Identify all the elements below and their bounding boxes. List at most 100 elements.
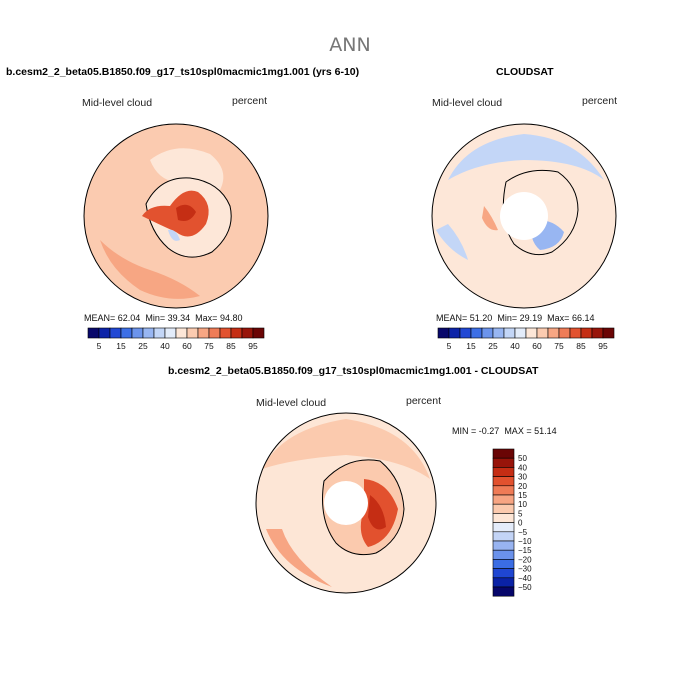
diff-colorbar-swatch [492, 586, 515, 597]
diff-colorbar-tick-label: 15 [518, 491, 527, 500]
panel-1-colorbar-swatch [230, 327, 243, 339]
panel-2-colorbar-tick-label: 75 [554, 341, 564, 351]
panel-2-contour-high [482, 206, 498, 231]
panel-2-title: CLOUDSAT [496, 66, 554, 78]
panel-2-colorbar-tick-label: 85 [576, 341, 586, 351]
panel-2-colorbar-tick-label: 40 [510, 341, 520, 351]
diff-contour-max [368, 495, 386, 530]
panel-2-colorbar-swatch [591, 327, 604, 339]
panel-2-units-label: percent [582, 95, 618, 107]
diff-colorbar-swatch [492, 540, 515, 551]
panel-1-colorbar-tick-label: 95 [248, 341, 258, 351]
panel-1-colorbar-swatch [252, 327, 265, 339]
panel-2-polar-gap [500, 192, 548, 240]
diff-colorbar-tick-label: 30 [518, 473, 527, 482]
diff-min-value: -0.27 [478, 426, 500, 436]
panel-1-colorbar-swatch [164, 327, 177, 339]
diff-colorbar-swatch [492, 531, 515, 542]
panel-2-colorbar-tick-label: 15 [466, 341, 476, 351]
panel-1-contour-max [176, 204, 196, 221]
panel-2-colorbar-swatch [470, 327, 483, 339]
panel-1-colorbar-swatch [87, 327, 100, 339]
panel-2-contour-low-west [436, 224, 468, 260]
diff-colorbar-tick-label: −5 [518, 528, 528, 537]
panel-1-colorbar-swatch [219, 327, 232, 339]
panel-2-colorbar-swatch [602, 327, 615, 339]
main-title: ANN [329, 34, 371, 56]
panel-1-colorbar-swatch [109, 327, 122, 339]
diff-colorbar-swatch [492, 522, 515, 533]
diff-max-value: 51.14 [534, 426, 557, 436]
panel-1-contour-high [142, 190, 209, 237]
panel-1-title: b.cesm2_2_beta05.B1850.f09_g17_ts10spl0m… [6, 66, 360, 78]
diff-min-label: MIN = [452, 426, 477, 436]
diff-colorbar-tick-label: 40 [518, 463, 527, 472]
panel-2-mean-value: 51.20 [469, 313, 493, 323]
panel-1-field-label: Mid-level cloud [82, 97, 153, 109]
diff-stats: MIN = -0.27 MAX = 51.14 [452, 426, 557, 436]
diff-colorbar-tick-label: −50 [518, 583, 532, 592]
panel-1-colorbar-tick-label: 5 [97, 341, 102, 351]
panel-2-colorbar-swatch [547, 327, 560, 339]
panel-1-min-label: Min= [145, 313, 166, 323]
panel-2-field-label: Mid-level cloud [432, 97, 503, 109]
panel-2-colorbar-tick-label: 5 [447, 341, 452, 351]
panel-1-colorbar-tick-label: 40 [160, 341, 170, 351]
panel-1-colorbar: 5 15 25 40 60 75 85 95 [87, 327, 265, 351]
panel-2-colorbar-swatch [580, 327, 593, 339]
panel-2-colorbar-swatch [536, 327, 549, 339]
panel-1-polar-map [83, 123, 269, 309]
diff-panel-title: b.cesm2_2_beta05.B1850.f09_g17_ts10spl0m… [168, 365, 539, 377]
diff-colorbar-tick-label: 10 [518, 500, 527, 509]
diff-colorbar-swatch [492, 485, 515, 496]
panel-2-max-label: Max= [547, 313, 570, 323]
panel-1-colorbar-swatch [241, 327, 254, 339]
diff-colorbar-swatch [492, 577, 515, 588]
diff-panel-polar-map [255, 412, 437, 594]
diff-map-border [255, 412, 437, 594]
panel-1-colorbar-swatch [120, 327, 133, 339]
diff-colorbar-tick-label: −10 [518, 537, 532, 546]
panel-1-contour-low [168, 229, 180, 241]
diff-colorbar-tick-label: 5 [518, 509, 523, 518]
diff-max-label: MAX = [504, 426, 532, 436]
panel-2-colorbar-swatch [503, 327, 516, 339]
panel-1-colorbar-swatch [186, 327, 199, 339]
panel-1-colorbar-swatch [208, 327, 221, 339]
panel-1-colorbar-tick-label: 15 [116, 341, 126, 351]
panel-2-colorbar-swatch [558, 327, 571, 339]
diff-colorbar-swatch [492, 494, 515, 505]
panel-2-mean-label: MEAN= [436, 313, 468, 323]
panel-1-colorbar-swatch [98, 327, 111, 339]
diff-colorbar-tick-label: 20 [518, 482, 527, 491]
panel-1-units-label: percent [232, 95, 268, 107]
panel-1-colorbar-swatch [175, 327, 188, 339]
diff-panel-units-label: percent [406, 395, 442, 407]
panel-2-colorbar-swatch [459, 327, 472, 339]
panel-1-contour-light [150, 148, 224, 190]
diff-colorbar-swatch [492, 448, 515, 459]
panel-2-colorbar-tick-label: 60 [532, 341, 542, 351]
diff-colorbar-tick-label: −15 [518, 546, 532, 555]
panel-2-colorbar-tick-label: 95 [598, 341, 608, 351]
diff-colorbar-tick-label: −40 [518, 574, 532, 583]
panel-2-colorbar-swatch [481, 327, 494, 339]
panel-2-colorbar-swatch [514, 327, 527, 339]
panel-1-colorbar-swatch [142, 327, 155, 339]
diff-colorbar-tick-label: 0 [518, 519, 523, 528]
panel-1-map-border [83, 123, 269, 309]
diff-colorbar-swatch [492, 476, 515, 487]
panel-2-colorbar-swatch [525, 327, 538, 339]
panel-1-max-label: Max= [195, 313, 218, 323]
panel-2-colorbar: 5 15 25 40 60 75 85 95 [437, 327, 615, 351]
panel-2-stats: MEAN= 51.20 Min= 29.19 Max= 66.14 [436, 313, 594, 323]
panel-2-min-label: Min= [497, 313, 518, 323]
panel-1-colorbar-tick-label: 85 [226, 341, 236, 351]
panel-2-contour-low-north [448, 134, 604, 180]
diff-colorbar-swatch [492, 467, 515, 477]
panel-1-mean-label: MEAN= [84, 313, 116, 323]
panel-2-map-border [431, 123, 617, 309]
panel-2-min-value: 29.19 [519, 313, 543, 323]
diff-contour-southwest [266, 529, 332, 587]
